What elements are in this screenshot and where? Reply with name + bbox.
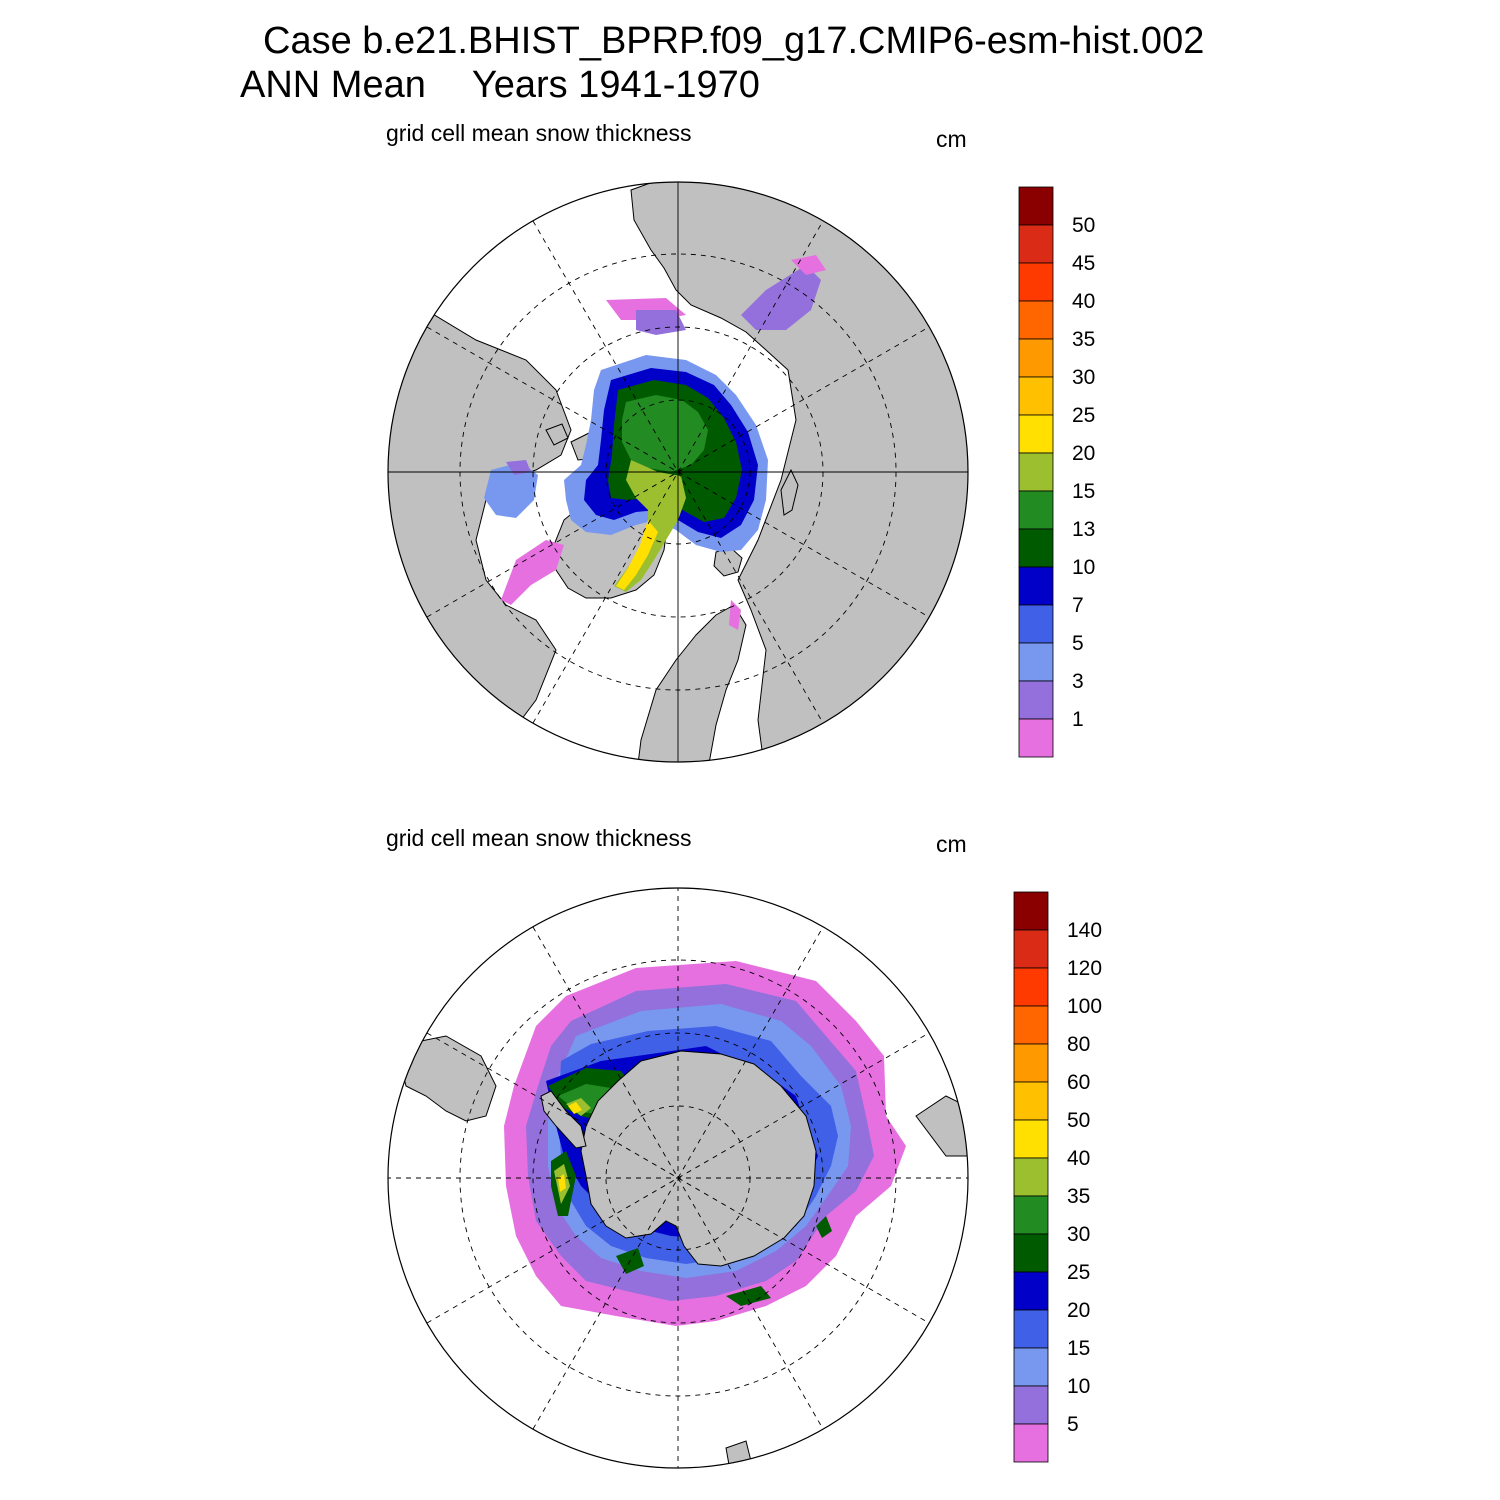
colorbar-swatch — [1013, 1043, 1049, 1083]
colorbar-swatch — [1013, 1233, 1049, 1273]
colorbar-label: 35 — [1067, 1185, 1090, 1208]
colorbar-swatch — [1013, 1081, 1049, 1121]
colorbar-label: 35 — [1072, 328, 1095, 351]
sh-colorbar: 140 120 100 80 60 50 40 35 30 25 20 15 10 5 — [1013, 891, 1102, 1463]
colorbar-label: 10 — [1072, 556, 1095, 579]
nh-colorbar: 50 45 40 35 30 25 20 15 13 10 7 5 3 1 — [1018, 186, 1095, 758]
colorbar-label: 15 — [1072, 480, 1095, 503]
colorbar-label: 45 — [1072, 252, 1095, 275]
colorbar-swatch — [1018, 186, 1054, 226]
colorbar-swatch — [1013, 1157, 1049, 1197]
colorbar-swatch — [1018, 718, 1054, 758]
nh-panel-title: grid cell mean snow thickness — [386, 120, 692, 146]
colorbar-label: 30 — [1072, 366, 1095, 389]
colorbar-label: 25 — [1072, 404, 1095, 427]
colorbar-swatch — [1018, 642, 1054, 682]
colorbar-label: 140 — [1067, 919, 1102, 942]
colorbar-label: 7 — [1072, 594, 1084, 617]
season-label: ANN Mean — [240, 64, 426, 106]
colorbar-label: 50 — [1067, 1109, 1090, 1132]
sh-polar-map — [387, 887, 969, 1469]
colorbar-label: 20 — [1072, 442, 1095, 465]
colorbar-swatch — [1013, 1005, 1049, 1045]
colorbar-label: 40 — [1067, 1147, 1090, 1170]
colorbar-swatch — [1013, 1423, 1049, 1463]
colorbar-swatch — [1018, 528, 1054, 568]
colorbar-label: 50 — [1072, 214, 1095, 237]
nh-units-label: cm — [936, 126, 967, 152]
colorbar-label: 20 — [1067, 1299, 1090, 1322]
season-title: ANN Mean Years 1941-1970 — [240, 64, 760, 107]
colorbar-swatch — [1013, 1195, 1049, 1235]
colorbar-swatch — [1018, 262, 1054, 302]
colorbar-label: 60 — [1067, 1071, 1090, 1094]
colorbar-label: 5 — [1072, 632, 1084, 655]
sh-graticule — [388, 888, 968, 1468]
colorbar-swatch — [1013, 891, 1049, 931]
colorbar-swatch — [1018, 604, 1054, 644]
colorbar-swatch — [1018, 414, 1054, 454]
nh-polar-map — [387, 181, 969, 763]
nh-map-border — [387, 181, 969, 763]
colorbar-label: 1 — [1072, 708, 1084, 731]
colorbar-swatch — [1018, 490, 1054, 530]
colorbar-swatch — [1013, 1119, 1049, 1159]
colorbar-swatch — [1013, 1347, 1049, 1387]
colorbar-swatch — [1018, 224, 1054, 264]
colorbar-label: 5 — [1067, 1413, 1079, 1436]
colorbar-swatch — [1013, 929, 1049, 969]
colorbar-swatch — [1018, 300, 1054, 340]
colorbar-swatch — [1013, 1309, 1049, 1349]
sh-map-border — [387, 887, 969, 1469]
colorbar-label: 13 — [1072, 518, 1095, 541]
colorbar-swatch — [1018, 452, 1054, 492]
colorbar-label: 40 — [1072, 290, 1095, 313]
sh-units-label: cm — [936, 831, 967, 857]
colorbar-swatch — [1013, 967, 1049, 1007]
colorbar-label: 25 — [1067, 1261, 1090, 1284]
years-label: Years 1941-1970 — [471, 64, 760, 106]
colorbar-label: 3 — [1072, 670, 1084, 693]
colorbar-swatch — [1018, 680, 1054, 720]
colorbar-label: 80 — [1067, 1033, 1090, 1056]
sh-panel-title: grid cell mean snow thickness — [386, 825, 692, 851]
colorbar-swatch — [1018, 376, 1054, 416]
colorbar-swatch — [1013, 1385, 1049, 1425]
nh-graticule — [388, 182, 968, 762]
case-title: Case b.e21.BHIST_BPRP.f09_g17.CMIP6-esm-… — [263, 20, 1205, 62]
colorbar-swatch — [1018, 566, 1054, 606]
colorbar-label: 10 — [1067, 1375, 1090, 1398]
colorbar-label: 100 — [1067, 995, 1102, 1018]
colorbar-swatch — [1018, 338, 1054, 378]
colorbar-label: 15 — [1067, 1337, 1090, 1360]
colorbar-label: 30 — [1067, 1223, 1090, 1246]
colorbar-swatch — [1013, 1271, 1049, 1311]
nh-snow-field — [484, 255, 826, 630]
colorbar-label: 120 — [1067, 957, 1102, 980]
